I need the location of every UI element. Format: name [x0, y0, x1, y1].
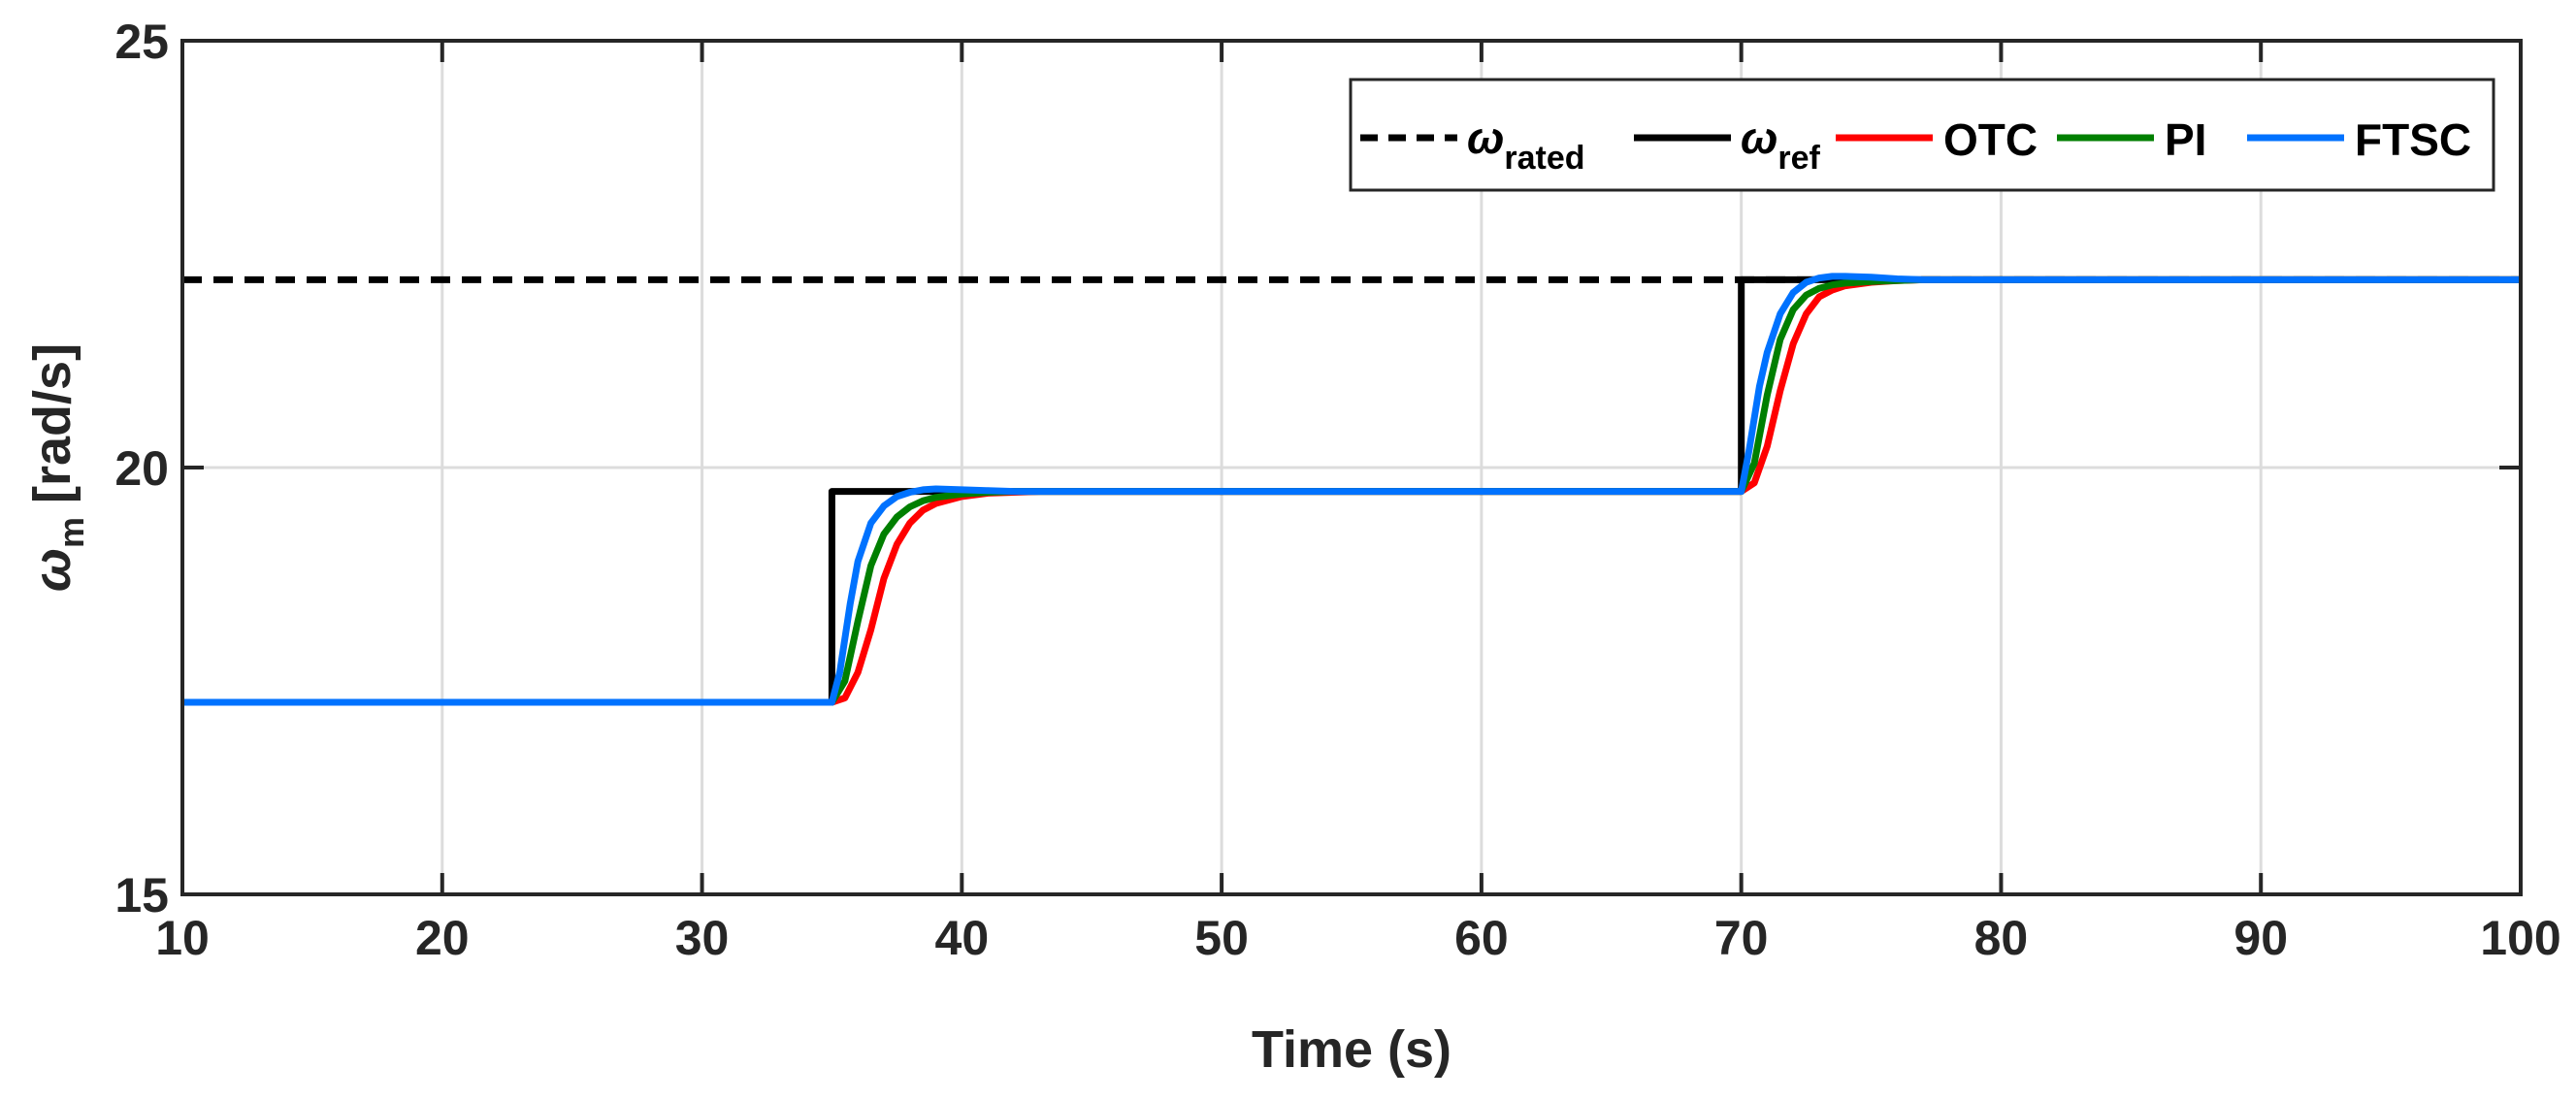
- legend: ωrated ωref OTC PI FTSC: [1349, 78, 2495, 192]
- x-tick-label: 10: [155, 911, 210, 965]
- y-tick-label: 15: [114, 868, 169, 922]
- y-axis-label-symbol: ω: [23, 548, 82, 592]
- y-tick-label: 25: [114, 15, 169, 69]
- ticks: 10 20 30 40 50 60 70 80 90 100 15 20 25: [114, 15, 2560, 965]
- legend-label-rated: ωrated: [1467, 113, 1585, 177]
- y-axis-label-sub: m: [51, 517, 91, 548]
- x-tick-label: 100: [2480, 911, 2560, 965]
- legend-label-pi: PI: [2165, 114, 2206, 165]
- x-tick-label: 20: [415, 911, 470, 965]
- x-tick-label: 90: [2234, 911, 2288, 965]
- y-axis-label-unit: [rad/s]: [23, 343, 82, 503]
- series-group: [182, 273, 2521, 706]
- legend-label-ftsc: FTSC: [2355, 114, 2471, 165]
- x-axis-label: Time (s): [1252, 1020, 1451, 1079]
- x-tick-label: 50: [1194, 911, 1249, 965]
- legend-label-ref-symbol: ω: [1741, 113, 1777, 163]
- y-tick-label: 20: [114, 441, 169, 496]
- x-tick-label: 80: [1974, 911, 2029, 965]
- legend-label-rated-symbol: ω: [1467, 113, 1504, 163]
- series-line-ftsc: [182, 273, 2521, 706]
- x-tick-label: 60: [1454, 911, 1509, 965]
- x-tick-label: 30: [675, 911, 730, 965]
- legend-label-ref: ωref: [1741, 113, 1821, 177]
- legend-label-ref-sub: ref: [1777, 140, 1820, 177]
- x-tick-label: 40: [935, 911, 990, 965]
- y-axis-label: ωm [rad/s]: [23, 343, 91, 592]
- legend-label-rated-sub: rated: [1504, 140, 1584, 177]
- x-tick-label: 70: [1714, 911, 1769, 965]
- legend-label-otc: OTC: [1943, 114, 2038, 165]
